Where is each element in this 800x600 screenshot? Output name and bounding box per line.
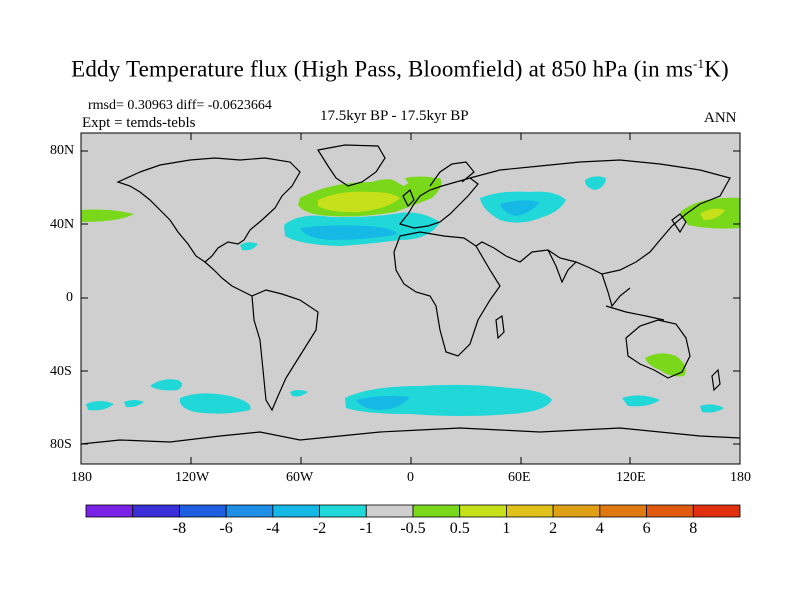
axis-ticks <box>80 133 741 464</box>
colorbar-swatch-6 <box>365 504 414 518</box>
so-cyan-5 <box>290 390 308 397</box>
season-label: ANN <box>704 110 737 126</box>
coast-north-america <box>116 157 301 263</box>
coast-australia <box>625 319 691 379</box>
lat-tick-80s: 80S <box>50 437 72 452</box>
lon-tick-60w: 60W <box>286 470 314 485</box>
colorbar-label: 0.5 <box>449 520 470 537</box>
stats-line: rmsd= 0.30963 diff= -0.0623664 <box>88 98 272 113</box>
colorbar-swatch-13 <box>692 504 741 518</box>
coast-se-asia <box>601 273 631 308</box>
colorbar-swatch-8 <box>459 504 507 518</box>
lat-tick-0: 0 <box>66 290 73 305</box>
colorbar-label: -0.5 <box>400 520 426 537</box>
coast-south-america <box>251 289 319 412</box>
coast-asia <box>469 159 731 275</box>
colorbar-swatch-9 <box>506 504 554 518</box>
coast-antarctica <box>81 427 740 445</box>
coast-india <box>547 249 577 284</box>
coast-europe <box>398 177 479 229</box>
colorbar-swatch-0 <box>85 504 134 518</box>
colorbar-label: -6 <box>219 520 233 537</box>
so-blue-main <box>356 396 410 410</box>
colorbar-label: 4 <box>595 520 604 537</box>
colorbar-swatch-4 <box>272 504 320 518</box>
coast-central-america <box>204 261 253 297</box>
so-cyan-2 <box>179 393 251 414</box>
colorbar-label: -2 <box>312 520 327 537</box>
colorbar-swatch-3 <box>225 504 274 518</box>
colorbar-swatch-11 <box>599 504 647 518</box>
lat-tick-80n: 80N <box>50 143 75 158</box>
so-cyan-6 <box>622 395 660 407</box>
lon-tick-180w: 180 <box>71 470 92 485</box>
lon-tick-0: 0 <box>407 470 414 485</box>
colorbar-label: 6 <box>642 520 651 537</box>
coast-japan <box>671 213 687 234</box>
coast-scandinavia <box>429 161 475 187</box>
gulf-cyan <box>240 242 258 251</box>
colorbar-label: 1 <box>502 520 511 537</box>
coast-britain <box>402 188 415 208</box>
lon-tick-120w: 120W <box>175 470 210 485</box>
coast-greenland <box>317 144 386 187</box>
colorbar-swatch-10 <box>552 504 601 518</box>
colorbar-swatch-12 <box>646 504 694 518</box>
coastlines <box>81 144 740 445</box>
north-sea-green <box>405 176 436 190</box>
coast-new-zealand <box>711 368 721 392</box>
atlantic-blue <box>300 225 398 240</box>
lat-tick-40s: 40S <box>50 364 72 379</box>
colorbar <box>85 504 741 518</box>
colorbar-swatch-5 <box>319 504 367 518</box>
expt-line: Expt = temds-tebls <box>82 115 196 131</box>
so-cyan-main <box>345 384 552 416</box>
colorbar-swatch-7 <box>412 504 461 518</box>
colorbar-label: 8 <box>689 520 698 537</box>
so-cyan-3 <box>86 401 114 411</box>
asia-blue <box>500 200 540 216</box>
npacific-yellow-east <box>700 208 725 220</box>
so-cyan-7 <box>700 404 724 413</box>
australia-green <box>645 353 686 377</box>
colorbar-swatch-1 <box>132 504 180 518</box>
anomaly-shading <box>81 176 740 416</box>
siberia-cyan <box>585 176 606 190</box>
coast-indonesia <box>605 305 665 321</box>
so-cyan-4 <box>124 400 144 408</box>
lon-tick-120e: 120E <box>616 470 646 485</box>
colorbar-label: -1 <box>359 520 373 537</box>
so-cyan-1 <box>150 379 182 391</box>
npacific-green-west <box>81 209 134 222</box>
coast-madagascar <box>495 314 505 340</box>
map-title: Eddy Temperature flux (High Pass, Bloomf… <box>71 56 729 82</box>
colorbar-label: -8 <box>172 520 187 537</box>
lon-tick-180e: 180 <box>730 470 751 485</box>
lon-tick-60e: 60E <box>508 470 531 485</box>
lat-tick-40n: 40N <box>50 217 75 232</box>
period-line: 17.5kyr BP - 17.5kyr BP <box>320 108 469 124</box>
natlantic-yellow <box>318 191 400 213</box>
colorbar-swatch-2 <box>179 504 227 518</box>
colorbar-label: 2 <box>549 520 558 537</box>
colorbar-label: -4 <box>266 520 280 537</box>
coast-africa <box>393 231 501 357</box>
